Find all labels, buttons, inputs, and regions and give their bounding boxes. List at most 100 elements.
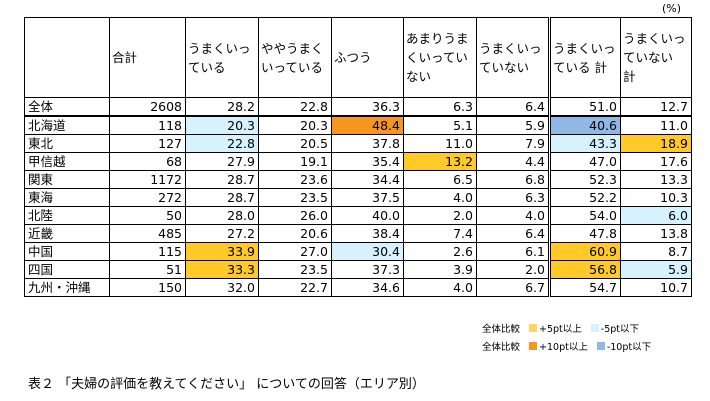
row-label: 近畿 bbox=[24, 224, 110, 243]
table-cell: 11.0 bbox=[620, 115, 692, 135]
table-cell: 19.1 bbox=[258, 152, 332, 171]
table-row: 関東 1172 28.7 23.6 34.4 6.5 6.8 52.3 13.3 bbox=[24, 170, 692, 189]
table-cell: 28.7 bbox=[185, 188, 259, 207]
table-row: 北陸 50 28.0 26.0 40.0 2.0 4.0 54.0 6.0 bbox=[24, 206, 692, 225]
table-cell: 4.0 bbox=[476, 206, 550, 225]
table-cell: 34.6 bbox=[331, 278, 404, 297]
table-cell: 5.9 bbox=[476, 115, 550, 135]
table-cell: 5.9 bbox=[620, 260, 692, 279]
table-cell: 68 bbox=[109, 152, 186, 171]
table-cell: 6.0 bbox=[620, 206, 692, 225]
table-cell: 12.7 bbox=[620, 97, 692, 117]
table-cell: 6.7 bbox=[476, 278, 550, 297]
table-cell: 272 bbox=[109, 188, 186, 207]
table-cell: 10.7 bbox=[620, 278, 692, 297]
row-label: 四国 bbox=[24, 260, 110, 279]
table-cell: 26.0 bbox=[258, 206, 332, 225]
table-cell: 8.7 bbox=[620, 242, 692, 261]
table-cell: 4.0 bbox=[403, 278, 477, 297]
row-label: 東海 bbox=[24, 188, 110, 207]
column-header: うまくいっていない bbox=[476, 17, 550, 98]
table-cell: 20.6 bbox=[258, 224, 332, 243]
row-label: 九州・沖縄 bbox=[24, 278, 110, 297]
table-cell: 27.0 bbox=[258, 242, 332, 261]
table-cell: 10.3 bbox=[620, 188, 692, 207]
table-cell: 52.3 bbox=[548, 170, 621, 189]
legend-label: -10pt以下 bbox=[606, 342, 652, 353]
column-header bbox=[24, 17, 110, 98]
table-cell: 51.0 bbox=[548, 97, 621, 117]
table-cell: 3.9 bbox=[403, 260, 477, 279]
table-cell: 6.3 bbox=[476, 188, 550, 207]
row-label: 北海道 bbox=[24, 115, 110, 135]
table-cell: 60.9 bbox=[548, 242, 621, 261]
legend-swatch bbox=[596, 342, 605, 350]
table-cell: 20.3 bbox=[258, 115, 332, 135]
table-cell: 17.6 bbox=[620, 152, 692, 171]
row-label: 東北 bbox=[24, 134, 110, 153]
row-label: 全体 bbox=[24, 97, 110, 117]
table-cell: 47.8 bbox=[548, 224, 621, 243]
legend-swatch bbox=[590, 324, 599, 332]
table-cell: 48.4 bbox=[331, 115, 404, 135]
legend-row-5pt: 全体比較 +5pt以上 -5pt以下 bbox=[482, 321, 639, 335]
row-label: 甲信越 bbox=[24, 152, 110, 171]
table-cell: 56.8 bbox=[548, 260, 621, 279]
table-cell: 33.9 bbox=[185, 242, 259, 261]
table-cell: 27.2 bbox=[185, 224, 259, 243]
table-cell: 7.9 bbox=[476, 134, 550, 153]
table-row: 東北 127 22.8 20.5 37.8 11.0 7.9 43.3 18.9 bbox=[24, 134, 692, 153]
legend-swatch bbox=[529, 324, 538, 332]
table-cell: 51 bbox=[109, 260, 186, 279]
legend-label: +10pt以上 bbox=[539, 342, 588, 353]
table-cell: 6.4 bbox=[476, 224, 550, 243]
table-cell: 22.7 bbox=[258, 278, 332, 297]
table-row: 九州・沖縄 150 32.0 22.7 34.6 4.0 6.7 54.7 10.7 bbox=[24, 278, 692, 297]
table-cell: 37.3 bbox=[331, 260, 404, 279]
table-row: 全体 2608 28.2 22.8 36.3 6.3 6.4 51.0 12.7 bbox=[24, 97, 692, 117]
column-header: うまくいっている bbox=[185, 17, 259, 98]
table-row: 北海道 118 20.3 20.3 48.4 5.1 5.9 40.6 11.0 bbox=[24, 115, 692, 135]
column-header: 合計 bbox=[109, 17, 186, 98]
table-cell: 127 bbox=[109, 134, 186, 153]
table-cell: 47.0 bbox=[548, 152, 621, 171]
table-cell: 20.5 bbox=[258, 134, 332, 153]
legend-prefix: 全体比較 bbox=[482, 342, 521, 353]
table-cell: 2.0 bbox=[403, 206, 477, 225]
table-cell: 50 bbox=[109, 206, 186, 225]
table-cell: 1172 bbox=[109, 170, 186, 189]
table-cell: 2608 bbox=[109, 97, 186, 117]
unit-label: (%) bbox=[662, 2, 682, 15]
table-cell: 2.6 bbox=[403, 242, 477, 261]
table-cell: 6.1 bbox=[476, 242, 550, 261]
table-cell: 40.6 bbox=[548, 115, 621, 135]
table-cell: 13.3 bbox=[620, 170, 692, 189]
table-cell: 54.0 bbox=[548, 206, 621, 225]
table-cell: 6.5 bbox=[403, 170, 477, 189]
table-cell: 37.8 bbox=[331, 134, 404, 153]
table-cell: 6.4 bbox=[476, 97, 550, 117]
legend-prefix: 全体比較 bbox=[482, 324, 521, 335]
table-cell: 2.0 bbox=[476, 260, 550, 279]
table-row: 四国 51 33.3 23.5 37.3 3.9 2.0 56.8 5.9 bbox=[24, 260, 692, 279]
table-cell: 37.5 bbox=[331, 188, 404, 207]
table-body: 合計 うまくいっている ややうまくいっている ふつう あまりうまくいっていない うまくいっ… bbox=[24, 17, 692, 297]
legend-label: +5pt以上 bbox=[539, 324, 582, 335]
table-cell: 27.9 bbox=[185, 152, 259, 171]
column-header: あまりうまくいっていない bbox=[403, 17, 477, 98]
table-cell: 23.5 bbox=[258, 188, 332, 207]
table-cell: 4.4 bbox=[476, 152, 550, 171]
table-cell: 13.8 bbox=[620, 224, 692, 243]
table-row: 近畿 485 27.2 20.6 38.4 7.4 6.4 47.8 13.8 bbox=[24, 224, 692, 243]
table-cell: 118 bbox=[109, 115, 186, 135]
table-row: 東海 272 28.7 23.5 37.5 4.0 6.3 52.2 10.3 bbox=[24, 188, 692, 207]
row-label: 中国 bbox=[24, 242, 110, 261]
table-caption: 表２ 「夫婦の評価を教えてください」 についての回答（エリア別） bbox=[28, 377, 425, 392]
table-cell: 13.2 bbox=[403, 152, 477, 171]
column-header: ややうまくいっている bbox=[258, 17, 332, 98]
table-cell: 6.3 bbox=[403, 97, 477, 117]
legend-swatch bbox=[529, 342, 538, 350]
table-cell: 43.3 bbox=[548, 134, 621, 153]
table-cell: 11.0 bbox=[403, 134, 477, 153]
legend-row-10pt: 全体比較 +10pt以上 -10pt以下 bbox=[482, 339, 651, 353]
